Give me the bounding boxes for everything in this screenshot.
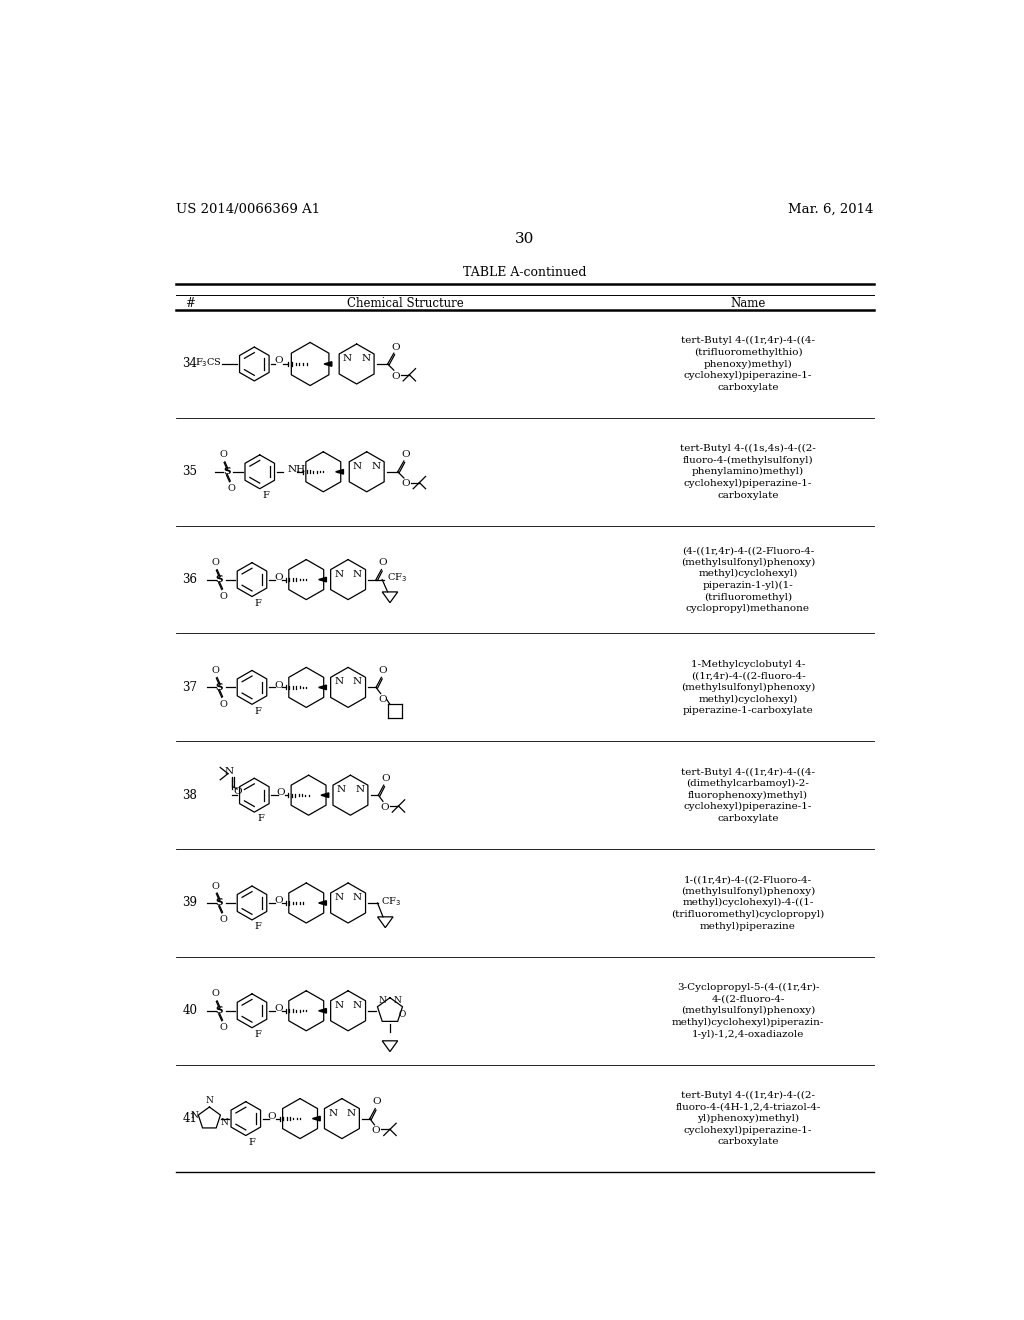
Text: O: O (227, 484, 236, 494)
Text: 30: 30 (515, 232, 535, 247)
Text: Mar. 6, 2014: Mar. 6, 2014 (788, 203, 873, 216)
Text: O: O (274, 573, 283, 582)
Text: N: N (353, 677, 361, 686)
Text: N: N (353, 1001, 361, 1010)
Text: tert-Butyl 4-((1r,4r)-4-((2-
fluoro-4-(4H-1,2,4-triazol-4-
yl)phenoxy)methyl)
cy: tert-Butyl 4-((1r,4r)-4-((2- fluoro-4-(4… (675, 1090, 820, 1146)
Text: Name: Name (730, 297, 766, 310)
Text: N: N (353, 570, 361, 578)
Polygon shape (318, 685, 327, 689)
Text: 37: 37 (182, 681, 198, 694)
Text: O: O (380, 803, 389, 812)
Polygon shape (336, 470, 343, 474)
Polygon shape (312, 1117, 321, 1121)
Text: O: O (379, 667, 387, 675)
Text: O: O (373, 1097, 381, 1106)
Text: O: O (212, 990, 219, 998)
Text: 36: 36 (182, 573, 198, 586)
Text: F: F (262, 491, 269, 500)
Text: tert-Butyl 4-((1r,4r)-4-((4-
(trifluoromethylthio)
phenoxy)methyl)
cyclohexyl)pi: tert-Butyl 4-((1r,4r)-4-((4- (trifluorom… (681, 337, 815, 392)
Polygon shape (318, 577, 327, 582)
Text: tert-Butyl 4-((1s,4s)-4-((2-
fluoro-4-(methylsulfonyl)
phenylamino)methyl)
cyclo: tert-Butyl 4-((1s,4s)-4-((2- fluoro-4-(m… (680, 444, 816, 499)
Polygon shape (318, 1008, 327, 1014)
Text: O: O (219, 700, 227, 709)
Text: O: O (212, 558, 219, 568)
Text: N: N (334, 570, 343, 578)
Text: O: O (381, 774, 389, 783)
Text: N: N (353, 894, 361, 902)
Text: O: O (233, 788, 243, 796)
Text: TABLE A-continued: TABLE A-continued (463, 267, 587, 280)
Polygon shape (324, 362, 332, 367)
Text: O: O (391, 372, 399, 380)
Text: 39: 39 (182, 896, 198, 909)
Text: F: F (255, 923, 262, 931)
Text: F: F (249, 1138, 255, 1147)
Text: CF$_3$: CF$_3$ (387, 572, 407, 585)
Text: O: O (219, 1023, 227, 1032)
Text: 38: 38 (182, 788, 198, 801)
Text: O: O (219, 591, 227, 601)
Text: 1-((1r,4r)-4-((2-Fluoro-4-
(methylsulfonyl)phenoxy)
methyl)cyclohexyl)-4-((1-
(t: 1-((1r,4r)-4-((2-Fluoro-4- (methylsulfon… (672, 875, 824, 931)
Text: 35: 35 (182, 465, 198, 478)
Text: O: O (274, 1005, 283, 1012)
Text: N: N (220, 1118, 228, 1127)
Text: N: N (378, 995, 386, 1005)
Text: O: O (268, 1111, 276, 1121)
Text: O: O (274, 896, 283, 906)
Text: O: O (212, 667, 219, 675)
Text: NH: NH (288, 465, 306, 474)
Text: N: N (394, 995, 401, 1005)
Text: O: O (398, 1010, 407, 1019)
Text: N: N (372, 462, 381, 471)
Text: O: O (276, 788, 285, 797)
Text: N: N (334, 1001, 343, 1010)
Text: N: N (347, 1109, 355, 1118)
Text: 41: 41 (182, 1111, 198, 1125)
Text: CF$_3$: CF$_3$ (381, 895, 400, 908)
Text: O: O (274, 356, 284, 366)
Text: N: N (190, 1110, 199, 1119)
Text: #: # (185, 297, 195, 310)
Text: N: N (328, 1109, 337, 1118)
Text: S: S (216, 682, 223, 692)
Text: N: N (206, 1096, 213, 1105)
Text: N: N (353, 462, 361, 471)
Text: N: N (337, 785, 346, 795)
Text: N: N (361, 354, 371, 363)
Text: F: F (255, 1030, 262, 1039)
Text: N: N (225, 767, 234, 776)
Polygon shape (321, 793, 329, 797)
Text: O: O (391, 343, 399, 351)
Text: 3-Cyclopropyl-5-(4-((1r,4r)-
4-((2-fluoro-4-
(methylsulfonyl)phenoxy)
methyl)cyc: 3-Cyclopropyl-5-(4-((1r,4r)- 4-((2-fluor… (672, 983, 824, 1039)
Text: O: O (401, 450, 410, 459)
Text: Chemical Structure: Chemical Structure (347, 297, 464, 310)
Text: 40: 40 (182, 1005, 198, 1018)
Text: O: O (212, 882, 219, 891)
Text: O: O (372, 1126, 380, 1135)
Text: F: F (257, 814, 264, 824)
Text: S: S (216, 1006, 223, 1015)
Text: O: O (401, 479, 410, 488)
Text: O: O (379, 558, 387, 568)
Text: F: F (255, 706, 262, 715)
Text: F$_3$CS: F$_3$CS (195, 356, 222, 368)
Text: 34: 34 (182, 358, 198, 371)
Text: O: O (219, 450, 227, 459)
Text: N: N (334, 894, 343, 902)
Text: O: O (378, 696, 386, 704)
Polygon shape (318, 900, 327, 906)
Text: O: O (219, 915, 227, 924)
Text: S: S (223, 467, 231, 477)
Text: US 2014/0066369 A1: US 2014/0066369 A1 (176, 203, 321, 216)
Text: F: F (255, 599, 262, 607)
Text: N: N (334, 677, 343, 686)
Text: S: S (216, 899, 223, 907)
Text: tert-Butyl 4-((1r,4r)-4-((4-
(dimethylcarbamoyl)-2-
fluorophenoxy)methyl)
cycloh: tert-Butyl 4-((1r,4r)-4-((4- (dimethylca… (681, 767, 815, 822)
Text: N: N (343, 354, 352, 363)
Text: 1-Methylcyclobutyl 4-
((1r,4r)-4-((2-fluoro-4-
(methylsulfonyl)phenoxy)
methyl)c: 1-Methylcyclobutyl 4- ((1r,4r)-4-((2-flu… (681, 660, 815, 715)
Text: N: N (355, 785, 365, 795)
Text: S: S (216, 576, 223, 583)
Text: O: O (274, 681, 283, 689)
Text: (4-((1r,4r)-4-((2-Fluoro-4-
(methylsulfonyl)phenoxy)
methyl)cyclohexyl)
piperazi: (4-((1r,4r)-4-((2-Fluoro-4- (methylsulfo… (681, 546, 815, 612)
